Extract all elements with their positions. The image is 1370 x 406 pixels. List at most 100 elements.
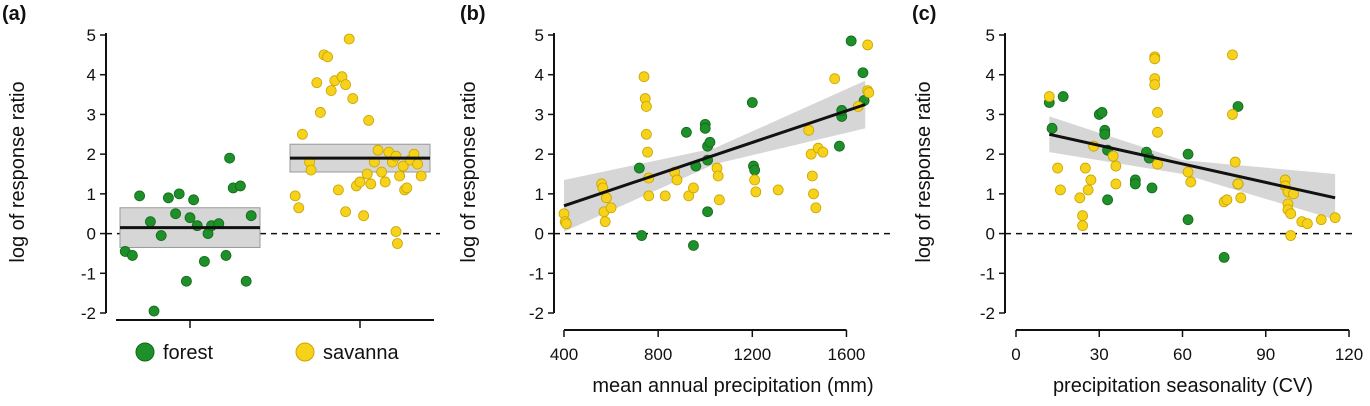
panel-a-point-savanna bbox=[340, 206, 352, 218]
panel-b-point-savanna bbox=[671, 174, 683, 186]
panel-c-point-savanna bbox=[1082, 184, 1094, 196]
panel-a-point-forest bbox=[240, 275, 252, 287]
panel-b-x-tick-label: 400 bbox=[550, 345, 578, 364]
panel-b-point-forest bbox=[633, 162, 645, 174]
panel-c-point-savanna bbox=[1110, 178, 1122, 190]
panel-b-point-savanna bbox=[817, 146, 829, 158]
panel-b-y-tick-label: 0 bbox=[535, 225, 544, 244]
panel-b-point-forest bbox=[636, 230, 648, 241]
panel-b-x-tick-label: 1200 bbox=[733, 345, 771, 364]
panel-c-point-forest bbox=[1057, 91, 1069, 102]
panel-b-point-savanna bbox=[605, 202, 617, 214]
panel-c-x-tick-label: 90 bbox=[1256, 345, 1275, 364]
panel-a-ytitle-wrap: log of response ratio bbox=[7, 81, 29, 262]
panel-b-y-tick-label: -1 bbox=[529, 264, 544, 283]
panel-b-point-forest bbox=[702, 206, 713, 218]
panel-b-point-savanna bbox=[688, 182, 699, 194]
panel-c-point-savanna bbox=[1227, 49, 1238, 61]
panel-a-point-savanna bbox=[332, 184, 344, 196]
panel-a-y-tick-label: 3 bbox=[87, 105, 96, 124]
panel-b-plot: -2 -1 0 1 2 3 4 5 400 800 1200 1600 bbox=[529, 26, 892, 364]
panel-c-point-savanna bbox=[1110, 160, 1122, 172]
panel-b-point-savanna bbox=[600, 192, 612, 204]
panel-c-y-tick-label: -2 bbox=[980, 304, 995, 323]
panel-a-point-savanna bbox=[361, 168, 373, 180]
panel-b-point-savanna bbox=[808, 188, 819, 200]
panel-b-point-forest bbox=[681, 126, 692, 138]
panel-b-point-savanna bbox=[749, 174, 761, 186]
panel-a-point-forest bbox=[144, 216, 156, 228]
panel-c-y-tick-label: 2 bbox=[986, 145, 995, 164]
panel-b-point-savanna bbox=[643, 190, 655, 202]
panel-a-point-savanna bbox=[322, 51, 334, 63]
panel-a-point-savanna bbox=[340, 79, 352, 91]
panel-c-fit-line bbox=[1048, 132, 1336, 200]
panel-c-point-savanna bbox=[1077, 210, 1088, 222]
panel-b-y-tick-label: -2 bbox=[529, 304, 544, 323]
panel-a-point-forest bbox=[180, 275, 192, 287]
panel-a-point-savanna bbox=[415, 170, 427, 182]
panel-b-point-savanna bbox=[683, 190, 695, 202]
panel-c-point-forest bbox=[1218, 251, 1230, 263]
panel-a-plot: -2 -1 0 1 2 3 4 5 bbox=[81, 26, 440, 328]
panel-a-point-forest bbox=[224, 152, 236, 164]
panel-c-point-savanna bbox=[1149, 53, 1161, 65]
panel-b-point-savanna bbox=[642, 146, 653, 158]
panel-b-y-tick-label: 3 bbox=[535, 105, 544, 124]
panel-b-point-forest bbox=[857, 67, 869, 79]
panel-a-point-savanna bbox=[397, 160, 409, 172]
panel-a-point-savanna bbox=[365, 178, 377, 190]
panel-b-ytitle-wrap: log of response ratio bbox=[458, 81, 480, 262]
panel-a-point-forest bbox=[148, 305, 160, 317]
panel-c-point-savanna bbox=[1221, 194, 1233, 206]
panel-c-point-savanna bbox=[1152, 126, 1163, 138]
legend: forest savanna bbox=[135, 342, 399, 364]
panel-a-point-savanna bbox=[343, 33, 355, 45]
panel-a: (a) log of response ratio -2 -1 0 1 2 3 4 5 for… bbox=[2, 3, 440, 364]
panel-a-point-savanna bbox=[314, 107, 326, 118]
panel-b-point-savanna bbox=[803, 124, 815, 136]
panel-c: (c) log of response ratio precipitation … bbox=[912, 3, 1363, 397]
panel-c-ci-band bbox=[1049, 116, 1336, 220]
panel-a-point-savanna bbox=[305, 164, 317, 176]
panel-b: (b) log of response ratio mean annual pr… bbox=[458, 3, 892, 397]
panel-c-point-savanna bbox=[1185, 176, 1197, 188]
panel-a-point-savanna bbox=[354, 176, 366, 188]
panel-b-point-savanna bbox=[638, 71, 650, 83]
panel-a-y-tick-label: 4 bbox=[87, 66, 96, 85]
panel-c-point-forest bbox=[1129, 178, 1141, 190]
panel-c-point-savanna bbox=[1285, 230, 1297, 241]
panel-c-y-tick-label: 0 bbox=[986, 225, 995, 244]
panel-c-x-tick-label: 120 bbox=[1335, 345, 1363, 364]
panel-c-point-savanna bbox=[1052, 162, 1064, 174]
panel-a-point-forest bbox=[220, 250, 232, 261]
panel-b-point-savanna bbox=[659, 190, 671, 202]
panel-b-fit-line bbox=[563, 103, 866, 208]
panel-b-y-tick-label: 5 bbox=[535, 26, 544, 45]
panel-a-point-savanna bbox=[392, 238, 403, 249]
panel-b-point-forest bbox=[834, 140, 845, 152]
panel-a-point-forest bbox=[134, 190, 146, 202]
panel-b-point-forest bbox=[688, 240, 699, 251]
panel-b-point-savanna bbox=[829, 73, 841, 85]
panel-b-y-tick-label: 1 bbox=[535, 185, 544, 204]
panel-a-y-tick-label: 5 bbox=[87, 26, 96, 45]
panel-a-point-forest bbox=[245, 210, 257, 222]
panel-c-point-forest bbox=[1046, 122, 1058, 134]
panel-c-y-tick-label: 4 bbox=[986, 66, 995, 85]
panel-a-y-tick-label: 1 bbox=[87, 185, 96, 204]
legend-savanna-swatch bbox=[295, 342, 315, 362]
panel-a-point-forest bbox=[191, 220, 203, 232]
panel-b-point-savanna bbox=[712, 170, 724, 182]
panel-c-y-tick-label: -1 bbox=[980, 264, 995, 283]
panel-c-x-axis-title: precipitation seasonality (CV) bbox=[1053, 375, 1313, 397]
panel-a-point-savanna bbox=[401, 182, 413, 194]
panel-c-y-tick-label: 5 bbox=[986, 26, 995, 45]
panel-c-plot: -2 -1 0 1 2 3 4 5 0 30 60 90 120 bbox=[980, 26, 1363, 364]
panel-c-ytitle-wrap: log of response ratio bbox=[913, 81, 935, 262]
legend-savanna-label: savanna bbox=[323, 342, 399, 364]
panel-b-point-savanna bbox=[599, 216, 611, 228]
panel-b-x-tick-label: 1600 bbox=[828, 345, 866, 364]
panel-b-point-forest bbox=[699, 122, 711, 134]
